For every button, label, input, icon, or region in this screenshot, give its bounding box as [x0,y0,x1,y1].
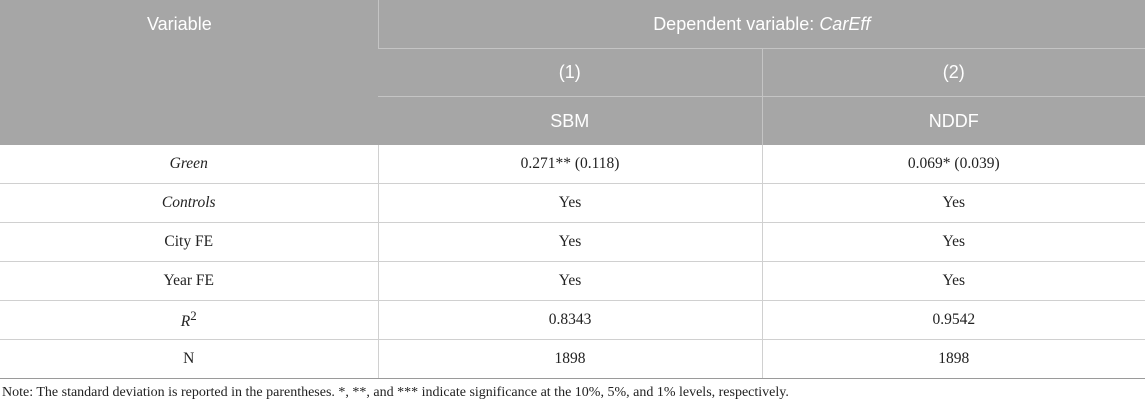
table-cell: Yes [761,222,1145,262]
column-1-method: SBM [378,96,762,145]
table-row: City FE Yes Yes [0,222,1145,262]
table-row: Year FE Yes Yes [0,261,1145,301]
row-label-green: Green [0,145,378,184]
column-1-number: (1) [378,48,762,97]
row-label-r-squared: R2 [0,300,378,340]
variable-column-header: Variable [0,0,378,145]
table-cell: 1898 [377,339,762,379]
table-cell: Yes [377,261,762,301]
table-cell: 0.271** (0.118) [377,145,762,184]
table-cell: Yes [761,261,1145,301]
dependent-variable-header: Dependent variable: CarEff [377,0,1145,49]
table-cell: Yes [377,222,762,262]
table-cell: Yes [761,183,1145,223]
table-cell: 0.8343 [377,300,762,340]
table-row: R2 0.8343 0.9542 [0,300,1145,340]
row-label-city-fe: City FE [0,222,378,262]
row-label-n: N [0,339,378,379]
table-header: Variable Dependent variable: CarEff (1) … [0,0,1145,145]
table-row: Controls Yes Yes [0,183,1145,223]
table-cell: Yes [377,183,762,223]
table-row: N 1898 1898 [0,339,1145,379]
row-label-year-fe: Year FE [0,261,378,301]
table-note: Note: The standard deviation is reported… [2,385,789,400]
table-cell: 0.069* (0.039) [761,145,1145,184]
table-cell: 0.9542 [761,300,1145,340]
regression-table: Variable Dependent variable: CarEff (1) … [0,0,1145,379]
r-squared-base: R [180,313,191,331]
table-row: Green 0.271** (0.118) 0.069* (0.039) [0,145,1145,184]
table-cell: 1898 [761,339,1145,379]
dependent-variable-name: CarEff [819,13,871,34]
table-body: Green 0.271** (0.118) 0.069* (0.039) Con… [0,145,1145,379]
dependent-variable-prefix: Dependent variable: [653,13,820,34]
column-2-number: (2) [761,48,1145,97]
column-2-method: NDDF [761,96,1145,145]
row-label-controls: Controls [0,183,378,223]
r-squared-exponent: 2 [190,308,197,324]
